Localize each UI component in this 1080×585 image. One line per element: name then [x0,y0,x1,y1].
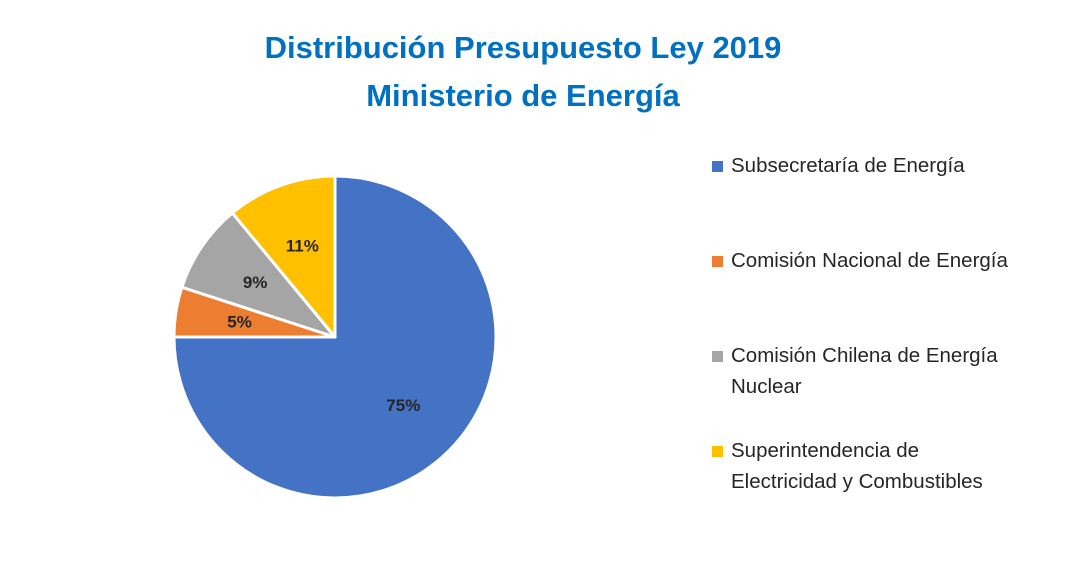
data-label-comision-nacional-de-energia: 5% [227,312,252,331]
chart-title-line-1: Distribución Presupuesto Ley 2019 [264,30,782,65]
legend-label: Superintendencia de Electricidad y Combus… [731,435,983,497]
data-label-comision-chilena-de-energia-nuclear: 9% [243,273,268,292]
data-label-superintendencia-de-electricidad-y-combustibles: 11% [286,237,319,256]
pie-slice-comision-chilena-de-energia-nuclear [180,211,337,339]
chart-title-line-2: Ministerio de Energía [366,78,680,113]
legend-label-line: Comisión Chilena de Energía [731,344,998,367]
legend-label-line: Subsecretaría de Energía [731,154,965,177]
legend-swatch [712,446,723,457]
legend-label-line: Comisión Nacional de Energía [731,249,1008,272]
legend-label-line: Nuclear [731,375,802,398]
pie-chart: 75% 5% 9% 11% [172,174,498,500]
legend-label: Comisión Chilena de Energía Nuclear [731,340,998,402]
legend-label: Subsecretaría de Energía [731,150,965,181]
legend-label-line: Electricidad y Combustibles [731,470,983,493]
pie-slice-superintendencia-de-electricidad-y-combustibles [230,174,337,339]
legend-swatch [712,161,723,172]
legend-item-subsecretaria-de-energia: Subsecretaría de Energía [712,150,1072,181]
legend-item-superintendencia-de-electricidad-y-combustibles: Superintendencia de Electricidad y Combus… [712,435,1072,497]
legend-item-comision-chilena-de-energia-nuclear: Comisión Chilena de Energía Nuclear [712,340,1072,402]
legend-label-line: Superintendencia de [731,439,920,462]
legend-swatch [712,256,723,267]
legend-item-comision-nacional-de-energia: Comisión Nacional de Energía [712,245,1072,276]
chart-title: Distribución Presupuesto Ley 2019 Minist… [0,24,1046,120]
data-label-subsecretaria-de-energia: 75% [386,396,420,415]
legend-label: Comisión Nacional de Energía [731,245,1008,276]
legend-swatch [712,351,723,362]
